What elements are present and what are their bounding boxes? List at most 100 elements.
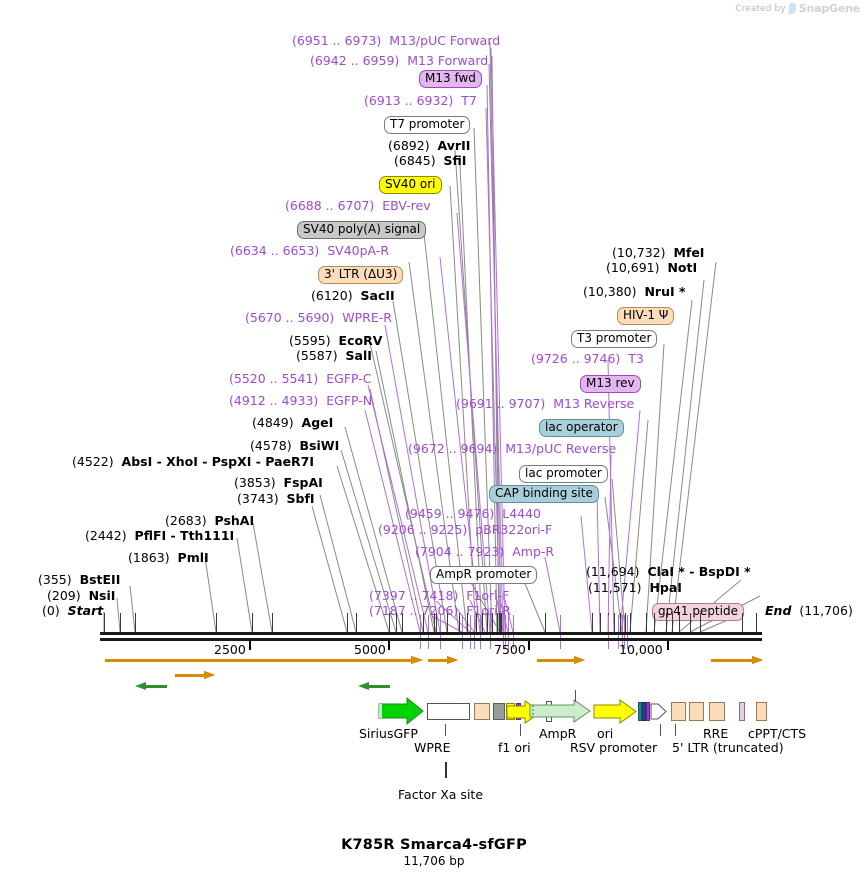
feature-leader-ltr-a: [660, 724, 661, 736]
enzyme-label[interactable]: (6120) SacII: [311, 288, 395, 303]
feature-badge-3prime-ltr[interactable]: 3' LTR (ΔU3): [318, 266, 404, 284]
enzyme-label[interactable]: (11,694) ClaI * - BspDI *: [586, 564, 751, 579]
feature-badge-m13-rev[interactable]: M13 rev: [580, 375, 641, 393]
feature-rre-box[interactable]: [709, 702, 725, 721]
feature-gp41-sliver[interactable]: [739, 702, 745, 721]
primer-label[interactable]: (6951 .. 6973) M13/pUC Forward: [292, 33, 501, 48]
start-label: (0) Start: [42, 603, 104, 618]
feature-ori-arrow[interactable]: [592, 698, 638, 725]
primer-label[interactable]: (9672 .. 9694) M13/pUC Reverse: [408, 441, 617, 456]
feature-label-factor-xa-site: Factor Xa site: [398, 787, 484, 802]
feature-leader-wpre: [445, 724, 446, 736]
enzyme-label[interactable]: (6892) AvrII: [388, 138, 471, 153]
orf-arrow-forward: [428, 656, 458, 665]
primer-label[interactable]: (6942 .. 6959) M13 Forward: [310, 53, 489, 68]
primer-label[interactable]: (5520 .. 5541) EGFP-C: [229, 371, 372, 386]
enzyme-label[interactable]: (6845) SfiI: [394, 153, 467, 168]
ruler-tick-label: 7500: [494, 642, 526, 657]
feature-leader-ltr-b: [675, 724, 676, 736]
feature-label-wpre: WPRE: [414, 740, 451, 755]
enzyme-label[interactable]: (11,571) HpaI: [588, 580, 682, 595]
feature-label-ori: ori: [597, 726, 614, 741]
enzyme-label[interactable]: (355) BstEII: [38, 572, 121, 587]
enzyme-label[interactable]: (10,732) MfeI: [612, 245, 705, 260]
ruler-tick-mark: [667, 641, 669, 650]
plasmid-backbone-lower: [100, 638, 762, 641]
plasmid-length: 11,706 bp: [403, 854, 465, 868]
enzyme-label[interactable]: (4578) BsiWI: [250, 438, 340, 453]
feature-peach-box[interactable]: [671, 702, 686, 721]
watermark-prefix: Created by: [735, 3, 786, 14]
orf-arrow-forward: [175, 671, 215, 680]
watermark-brand: SnapGene: [798, 2, 860, 15]
ruler-tick-label: 2500: [214, 642, 246, 657]
primer-label[interactable]: (6913 .. 6932) T7: [364, 93, 477, 108]
feature-ltr-blue[interactable]: [642, 702, 646, 721]
feature-wpre-box[interactable]: [427, 703, 470, 720]
enzyme-label[interactable]: (3743) SbfI: [237, 491, 315, 506]
enzyme-label[interactable]: (5595) EcoRV: [289, 333, 383, 348]
enzyme-label[interactable]: (1863) PmlI: [128, 550, 209, 565]
primer-label[interactable]: (6688 .. 6707) EBV-rev: [285, 198, 431, 213]
feature-label-f1-ori: f1 ori: [498, 740, 531, 755]
primer-label[interactable]: (6634 .. 6653) SV40pA-R: [230, 243, 390, 258]
feature-peach-box[interactable]: [474, 703, 490, 720]
ruler-tick-mark: [249, 641, 251, 650]
snapgene-watermark: Created by SnapGene: [735, 2, 860, 15]
enzyme-label[interactable]: (2442) PflFI - Tth111I: [85, 528, 235, 543]
feature-gray-box[interactable]: [493, 703, 505, 720]
orf-arrow-reverse: [135, 682, 167, 691]
feature-badge-cap-binding-site[interactable]: CAP binding site: [489, 485, 599, 503]
primer-label[interactable]: (7397 .. 7418) F1ori-F: [369, 588, 510, 603]
primer-label[interactable]: (7904 .. 7923) Amp-R: [415, 544, 555, 559]
snapgene-logo-icon: [788, 3, 797, 14]
feature-ampr-arrow[interactable]: [528, 697, 592, 725]
enzyme-label[interactable]: (4849) AgeI: [252, 415, 334, 430]
feature-badge-sv40-polya-signal[interactable]: SV40 poly(A) signal: [297, 221, 427, 239]
ruler-tick-mark: [528, 641, 530, 650]
feature-badge-m13-fwd[interactable]: M13 fwd: [419, 70, 482, 88]
primer-label[interactable]: (9459 .. 9476) L4440: [405, 506, 542, 521]
feature-badge-lac-promoter[interactable]: lac promoter: [519, 465, 608, 483]
feature-badge-gp41-peptide[interactable]: gp41 peptide: [652, 603, 744, 621]
enzyme-label[interactable]: (10,691) NotI: [606, 260, 698, 275]
enzyme-label[interactable]: (209) NsiI: [47, 588, 116, 603]
feature-label-rre: RRE: [703, 726, 729, 741]
feature-leader-rsv: [575, 690, 576, 702]
feature-siriusgfp-arrow[interactable]: [377, 696, 425, 726]
feature-badge-sv40-ori[interactable]: SV40 ori: [379, 176, 442, 194]
orf-arrow-forward: [537, 656, 585, 665]
feature-label-siriusgfp: SiriusGFP: [359, 726, 418, 741]
feature-badge-lac-operator[interactable]: lac operator: [539, 419, 624, 437]
primer-label[interactable]: (5670 .. 5690) WPRE-R: [245, 310, 392, 325]
enzyme-label[interactable]: (5587) SalI: [296, 348, 372, 363]
feature-label-ampr: AmpR: [539, 726, 577, 741]
enzyme-label[interactable]: (2683) PshAI: [165, 513, 255, 528]
feature-badge-ampr-promoter[interactable]: AmpR promoter: [430, 566, 538, 584]
enzyme-label[interactable]: (4522) AbsI - XhoI - PspXI - PaeR7I: [72, 454, 315, 469]
feature-leader-factor-xa: [445, 762, 447, 778]
primer-label[interactable]: (9726 .. 9746) T3: [531, 351, 644, 366]
feature-ltr-arrow[interactable]: [650, 700, 668, 723]
ruler-tick-mark: [388, 641, 390, 650]
primer-label[interactable]: (4912 .. 4933) EGFP-N: [229, 393, 373, 408]
plasmid-backbone: [100, 632, 762, 635]
primer-label[interactable]: (9206 .. 9225) pBR322ori-F: [378, 522, 553, 537]
feature-ltr-teal[interactable]: [638, 702, 642, 721]
feature-badge-t7-promoter[interactable]: T7 promoter: [384, 116, 471, 134]
ruler-tick-label: 5000: [354, 642, 386, 657]
page-title: K785R Smarca4-sfGFP: [341, 837, 527, 853]
feature-badge-t3-promoter[interactable]: T3 promoter: [571, 330, 658, 348]
orf-arrow-forward: [711, 656, 763, 665]
feature-badge-hiv1-psi[interactable]: HIV-1 Ψ: [617, 307, 675, 325]
feature-peach-box[interactable]: [689, 702, 704, 721]
enzyme-label[interactable]: (10,380) NruI *: [583, 284, 686, 299]
feature-ltr-purple[interactable]: [646, 702, 650, 721]
primer-label[interactable]: (9691 .. 9707) M13 Reverse: [456, 396, 635, 411]
feature-label-rsv-promoter: RSV promoter: [570, 740, 658, 755]
enzyme-label[interactable]: (3853) FspAI: [234, 475, 323, 490]
end-label: End (11,706): [765, 603, 853, 618]
feature-cppt-box[interactable]: [756, 702, 767, 721]
feature-label-cppt-cts: cPPT/CTS: [748, 726, 807, 741]
